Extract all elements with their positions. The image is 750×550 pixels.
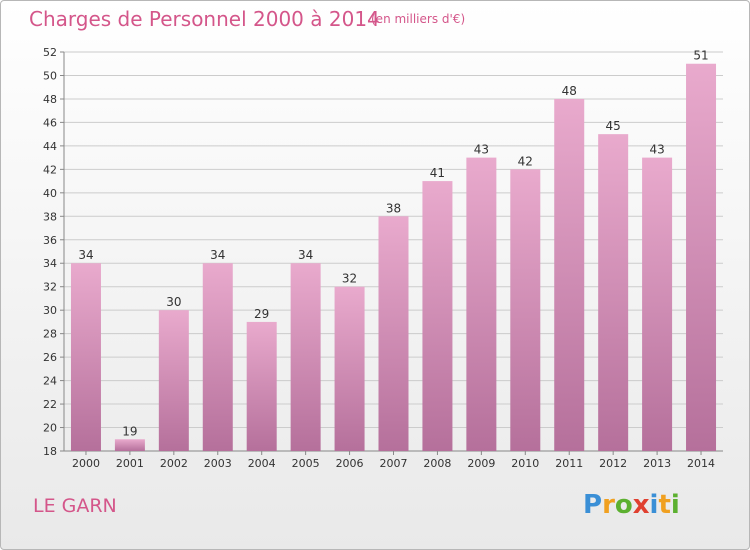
bar (554, 98, 585, 452)
x-tick-label: 2002 (160, 457, 188, 470)
logo-letter: o (614, 490, 633, 520)
y-tick-label: 20 (43, 422, 57, 435)
bars (70, 63, 717, 452)
y-tick-label: 46 (43, 116, 57, 129)
bar (202, 263, 233, 451)
data-label: 43 (474, 143, 489, 157)
y-tick-label: 38 (43, 210, 57, 223)
logo-letter: r (602, 490, 615, 520)
y-tick-label: 40 (43, 187, 57, 200)
data-label: 48 (562, 84, 577, 98)
data-label: 32 (342, 272, 357, 286)
data-label: 41 (430, 166, 445, 180)
x-tick-label: 2008 (423, 457, 451, 470)
y-tick-label: 30 (43, 304, 57, 317)
bar (70, 263, 101, 451)
x-tick-label: 2011 (555, 457, 583, 470)
proxiti-logo: Proxiti (583, 490, 680, 520)
chart-title: Charges de Personnel 2000 à 2014 (29, 7, 380, 31)
logo-letter: i (670, 490, 680, 520)
logo-letter: i (649, 490, 659, 520)
data-label: 42 (518, 154, 533, 168)
y-tick-label: 48 (43, 93, 57, 106)
data-label: 30 (166, 295, 181, 309)
bar (290, 263, 321, 451)
data-labels: 34 19 30 34 29 34 32 38 41 43 42 48 45 43 51 (78, 49, 708, 439)
x-tick-label: 2014 (687, 457, 715, 470)
bar (598, 134, 629, 451)
y-tick-label: 36 (43, 234, 57, 247)
x-tick-label: 2000 (72, 457, 100, 470)
data-label: 19 (122, 424, 137, 438)
y-tick-label: 26 (43, 351, 57, 364)
y-tick-label: 32 (43, 281, 57, 294)
logo-letter: x (632, 490, 650, 520)
commune-name: LE GARN (33, 495, 117, 517)
y-tick-label: 28 (43, 328, 57, 341)
y-tick-label: 34 (43, 257, 57, 270)
data-label: 34 (78, 248, 93, 262)
data-label: 29 (254, 307, 269, 321)
x-tick-label: 2009 (467, 457, 495, 470)
chart-subtitle: (en milliers d'€) (371, 12, 466, 26)
y-tick-label: 50 (43, 69, 57, 82)
bar (466, 157, 497, 451)
x-tick-label: 2010 (511, 457, 539, 470)
y-tick-label: 18 (43, 445, 57, 458)
y-tick-label: 52 (43, 46, 57, 59)
bar (246, 321, 277, 451)
logo-letter: t (658, 490, 671, 520)
bar (642, 157, 673, 451)
data-label: 34 (210, 248, 225, 262)
x-tick-label: 2013 (643, 457, 671, 470)
y-tick-label: 22 (43, 398, 57, 411)
x-tick-label: 2012 (599, 457, 627, 470)
data-label: 45 (606, 119, 621, 133)
bar (686, 63, 717, 452)
bar (378, 216, 409, 451)
data-label: 51 (693, 49, 708, 63)
bar (158, 310, 189, 451)
x-tick-label: 2001 (116, 457, 144, 470)
data-label: 34 (298, 248, 313, 262)
data-label: 43 (649, 143, 664, 157)
x-tick-label: 2004 (248, 457, 276, 470)
logo-letter: P (583, 490, 603, 520)
bar (422, 181, 453, 451)
bar (114, 439, 145, 451)
x-tick-label: 2006 (336, 457, 364, 470)
bar (334, 286, 365, 451)
y-tick-label: 44 (43, 140, 57, 153)
bar (510, 169, 541, 451)
data-label: 38 (386, 201, 401, 215)
x-tick-label: 2005 (292, 457, 320, 470)
x-tick-label: 2003 (204, 457, 232, 470)
x-tick-label: 2007 (380, 457, 408, 470)
y-tick-label: 42 (43, 163, 57, 176)
y-tick-label: 24 (43, 375, 57, 388)
